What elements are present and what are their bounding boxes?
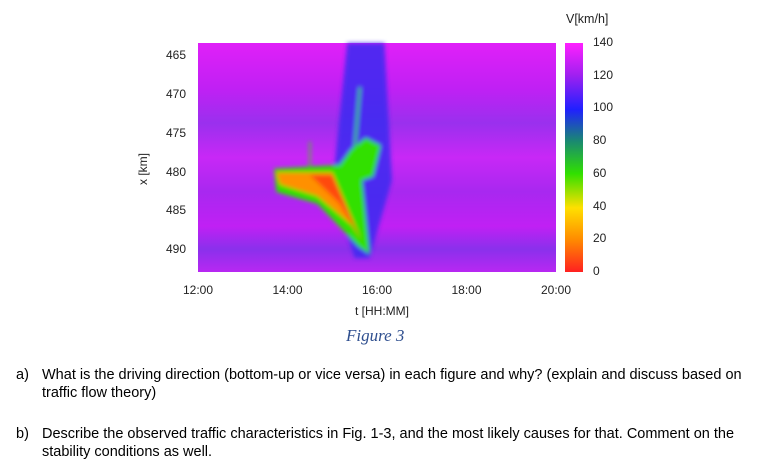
x-tick-label: 14:00 — [272, 283, 303, 297]
x-tick-label: 12:00 — [182, 283, 214, 297]
question-label: b) — [16, 426, 29, 442]
colorbar — [565, 43, 583, 272]
colorbar-label: V[km/h] — [566, 12, 609, 26]
question-text: Describe the observed traffic characteri… — [42, 426, 735, 460]
x-tick-label: 20:00 — [540, 283, 572, 297]
colorbar-tick-label: 0 — [593, 264, 600, 278]
y-tick-label: 490 — [165, 242, 186, 257]
x-tick-label: 16:00 — [361, 283, 393, 297]
x-tick-label: 18:00 — [451, 283, 482, 297]
colorbar-tick-label: 140 — [593, 35, 614, 49]
y-tick-label: 465 — [165, 48, 186, 63]
y-tick-label: 470 — [165, 87, 186, 101]
colorbar-tick-label: 20 — [593, 231, 607, 246]
heatmap-spike — [353, 87, 361, 150]
colorbar-tick-label: 120 — [593, 67, 614, 82]
colorbar-tick-label: 40 — [593, 198, 607, 213]
colorbar-tick-label: 100 — [593, 100, 614, 115]
figure-caption: Figure 3 — [346, 326, 405, 345]
x-axis-label: t [HH:MM] — [355, 304, 409, 318]
heatmap-cell-congestion-core — [309, 174, 361, 239]
heatmap-plot — [198, 43, 583, 272]
y-tick-label: 480 — [165, 164, 186, 179]
y-tick-label: 475 — [165, 125, 186, 140]
question-label: a) — [16, 367, 29, 383]
colorbar-tick-label: 60 — [593, 165, 607, 180]
colorbar-tick-label: 80 — [593, 133, 607, 148]
question-text: What is the driving direction (bottom-up… — [42, 367, 742, 401]
y-tick-label: 485 — [165, 203, 186, 218]
